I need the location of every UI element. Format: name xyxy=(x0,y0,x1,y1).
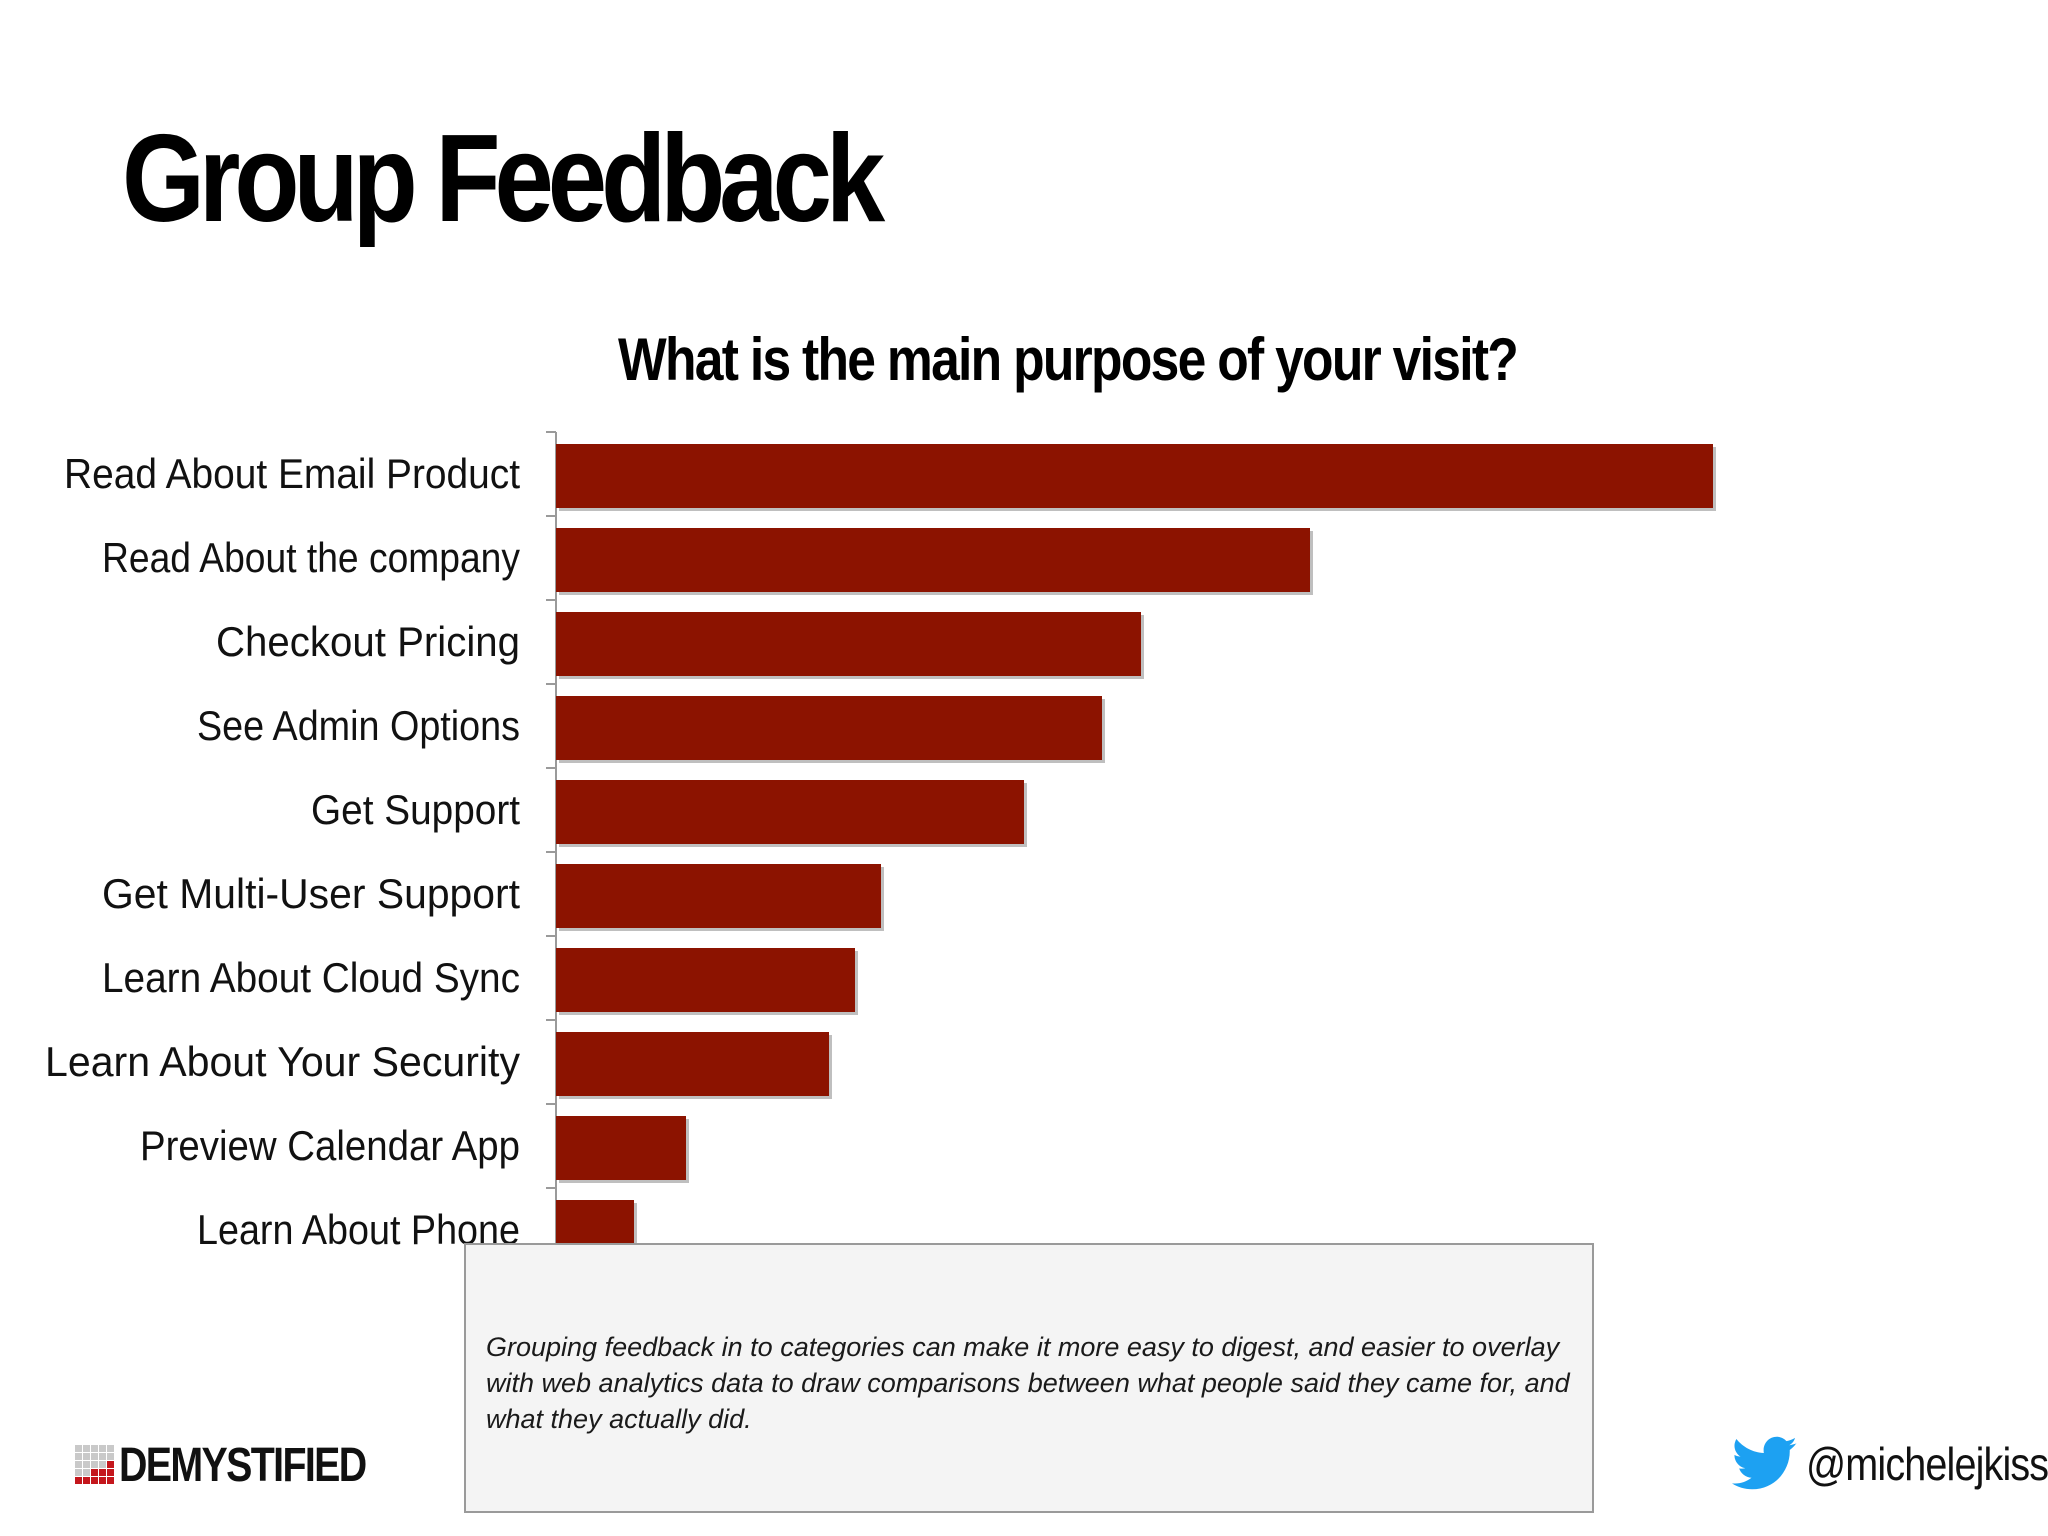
bar xyxy=(556,864,881,928)
bar xyxy=(556,948,855,1012)
note-text: Grouping feedback in to categories can m… xyxy=(486,1332,1570,1434)
chart-axis xyxy=(546,431,557,1357)
twitter-handle-text[interactable]: @michelejkiss xyxy=(1806,1438,2048,1490)
category-label: Checkout Pricing xyxy=(216,618,520,665)
category-label: Learn About Your Security xyxy=(45,1038,520,1085)
chart-title: What is the main purpose of your visit? xyxy=(618,326,1519,393)
category-label: Learn About Cloud Sync xyxy=(102,954,520,1001)
category-label: Read About the company xyxy=(102,534,520,581)
bar xyxy=(556,1032,829,1096)
brand-logo: DEMYSTIFIED xyxy=(75,1438,420,1492)
bar xyxy=(556,612,1141,676)
category-label: Preview Calendar App xyxy=(140,1122,520,1169)
note-box: Grouping feedback in to categories can m… xyxy=(464,1243,1594,1513)
bar xyxy=(556,528,1310,592)
category-label: Get Multi-User Support xyxy=(102,870,520,917)
bar xyxy=(556,1116,686,1180)
category-label: See Admin Options xyxy=(197,702,520,749)
brand-name: DEMYSTIFIED xyxy=(119,1438,367,1492)
slide-title: Group Feedback xyxy=(122,110,885,248)
bar xyxy=(556,444,1713,508)
bar xyxy=(556,780,1024,844)
twitter-handle[interactable]: @michelejkiss xyxy=(1732,1432,2048,1496)
category-labels: Read About Email Product Read About the c… xyxy=(45,450,520,1337)
category-label: Read About Email Product xyxy=(64,450,520,497)
category-label: Get Support xyxy=(311,786,520,833)
bar-grid-logo-icon xyxy=(75,1445,114,1484)
bars xyxy=(556,444,1716,1267)
bar xyxy=(556,696,1102,760)
twitter-bird-icon xyxy=(1732,1436,1797,1490)
